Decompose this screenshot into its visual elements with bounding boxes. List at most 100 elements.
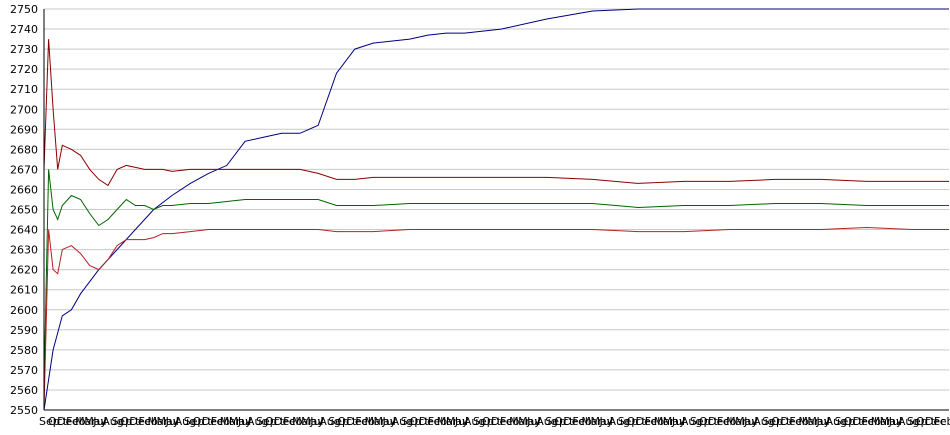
x-tick-label: Aug bbox=[102, 415, 123, 428]
x-tick-label: Mar bbox=[654, 415, 675, 428]
x-tick-label: Jul bbox=[92, 415, 106, 428]
x-tick-label: Dec bbox=[636, 415, 657, 428]
grid-lines bbox=[44, 8, 949, 411]
x-tick-label: Jul bbox=[382, 415, 396, 428]
series-line-1 bbox=[43, 39, 949, 187]
x-tick-label: May bbox=[301, 415, 324, 428]
x-tick-label: May bbox=[446, 415, 469, 428]
x-tick-label: Mar bbox=[726, 415, 747, 428]
x-tick-label: Sep bbox=[401, 415, 422, 428]
y-tick-label: 2550 bbox=[10, 404, 38, 417]
x-tick-label: Oct bbox=[554, 415, 574, 428]
x-tick-label: Sep bbox=[907, 415, 928, 428]
x-tick-label: Aug bbox=[609, 415, 630, 428]
x-tick-label: Dec bbox=[129, 415, 150, 428]
x-tick-label: Oct bbox=[916, 415, 936, 428]
series-line-3 bbox=[43, 226, 949, 411]
y-tick-label: 2600 bbox=[10, 304, 38, 317]
x-tick-label: Mar bbox=[292, 415, 313, 428]
x-tick-label: Jul bbox=[888, 415, 902, 428]
y-tick-label: 2630 bbox=[10, 244, 38, 257]
y-tick-label: 2590 bbox=[10, 324, 38, 337]
x-tick-label: Dec bbox=[346, 415, 367, 428]
x-tick-label: Jul bbox=[454, 415, 468, 428]
x-tick-label: Feb bbox=[283, 415, 302, 428]
x-tick-label: Jul bbox=[743, 415, 757, 428]
series-line-2 bbox=[43, 169, 949, 390]
y-tick-label: 2680 bbox=[10, 143, 38, 156]
x-tick-label: Jul bbox=[671, 415, 685, 428]
x-tick-label: Oct bbox=[627, 415, 647, 428]
x-tick-label: May bbox=[807, 415, 830, 428]
x-tick-label: Feb bbox=[66, 415, 85, 428]
x-tick-label: Dec bbox=[491, 415, 512, 428]
x-tick-label: May bbox=[157, 415, 180, 428]
y-tick-label: 2730 bbox=[10, 43, 38, 56]
y-tick-label: 2650 bbox=[10, 204, 38, 217]
series-lines bbox=[43, 8, 949, 411]
x-tick-label: Jul bbox=[309, 415, 323, 428]
x-axis-ticks: SepOctDecFebMarMayJulAugSepOctDecFebMarM… bbox=[39, 415, 950, 428]
x-tick-label: Mar bbox=[75, 415, 96, 428]
x-tick-label: Mar bbox=[147, 415, 168, 428]
x-tick-label: Jul bbox=[237, 415, 251, 428]
x-tick-label: Mar bbox=[798, 415, 819, 428]
x-tick-label: Feb bbox=[717, 415, 736, 428]
x-tick-label: Aug bbox=[826, 415, 847, 428]
y-tick-label: 2670 bbox=[10, 163, 38, 176]
y-tick-label: 2570 bbox=[10, 364, 38, 377]
x-tick-label: Aug bbox=[753, 415, 774, 428]
x-tick-label: Feb bbox=[355, 415, 374, 428]
x-tick-label: Jul bbox=[599, 415, 613, 428]
y-tick-label: 2720 bbox=[10, 63, 38, 76]
x-tick-label: May bbox=[590, 415, 613, 428]
x-tick-label: Feb bbox=[428, 415, 447, 428]
x-tick-label: Sep bbox=[256, 415, 277, 428]
x-tick-label: Sep bbox=[690, 415, 711, 428]
x-tick-label: Mar bbox=[509, 415, 530, 428]
y-tick-label: 2690 bbox=[10, 123, 38, 136]
x-tick-label: Jul bbox=[526, 415, 540, 428]
x-tick-label: Dec bbox=[853, 415, 874, 428]
x-tick-label: Sep bbox=[545, 415, 566, 428]
x-tick-label: Feb bbox=[572, 415, 591, 428]
x-tick-label: Aug bbox=[898, 415, 919, 428]
x-tick-label: Aug bbox=[247, 415, 268, 428]
x-tick-label: Feb bbox=[934, 415, 950, 428]
y-axis-ticks: 2550 2560 2570 2580 2590 2600 2610 2620 2630 2640… bbox=[10, 3, 38, 417]
x-tick-label: Mar bbox=[871, 415, 892, 428]
y-tick-label: 2640 bbox=[10, 224, 38, 237]
y-tick-label: 2710 bbox=[10, 83, 38, 96]
x-tick-label: Mar bbox=[581, 415, 602, 428]
x-tick-label: Oct bbox=[48, 415, 68, 428]
y-tick-label: 2660 bbox=[10, 183, 38, 196]
y-tick-label: 2620 bbox=[10, 264, 38, 277]
x-tick-label: Dec bbox=[780, 415, 801, 428]
y-tick-label: 2580 bbox=[10, 344, 38, 357]
x-tick-label: May bbox=[663, 415, 686, 428]
x-tick-label: May bbox=[84, 415, 107, 428]
y-tick-label: 2740 bbox=[10, 23, 38, 36]
x-tick-label: Oct bbox=[771, 415, 791, 428]
x-tick-label: Sep bbox=[835, 415, 856, 428]
x-tick-label: Mar bbox=[364, 415, 385, 428]
x-tick-label: Oct bbox=[482, 415, 502, 428]
x-tick-label: Dec bbox=[708, 415, 729, 428]
x-tick-label: Aug bbox=[319, 415, 340, 428]
x-tick-label: Oct bbox=[193, 415, 213, 428]
y-tick-label: 2700 bbox=[10, 103, 38, 116]
x-tick-label: Mar bbox=[437, 415, 458, 428]
x-tick-label: Feb bbox=[138, 415, 157, 428]
x-tick-label: Dec bbox=[925, 415, 946, 428]
x-tick-label: Dec bbox=[274, 415, 295, 428]
x-tick-label: Dec bbox=[202, 415, 223, 428]
x-tick-label: Jul bbox=[815, 415, 829, 428]
y-tick-label: 2750 bbox=[10, 3, 38, 16]
x-tick-label: Sep bbox=[111, 415, 132, 428]
x-tick-label: Aug bbox=[392, 415, 413, 428]
x-tick-label: Feb bbox=[862, 415, 881, 428]
x-tick-label: Oct bbox=[410, 415, 430, 428]
x-tick-label: Aug bbox=[681, 415, 702, 428]
x-tick-label: Feb bbox=[211, 415, 230, 428]
